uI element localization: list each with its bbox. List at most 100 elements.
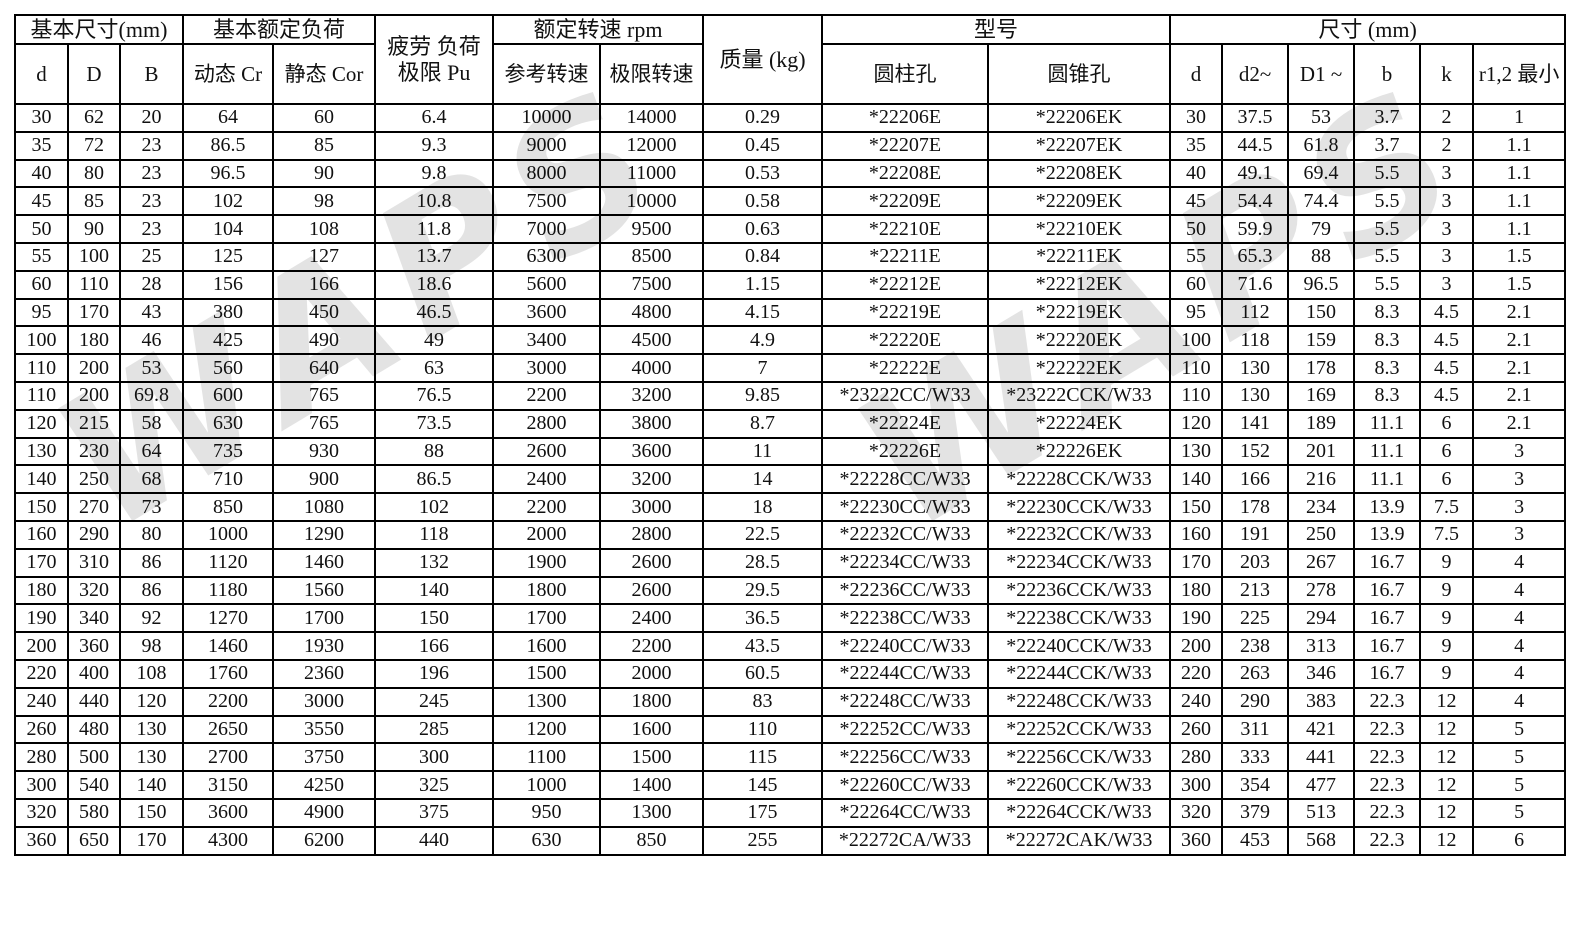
table-cell: 4000 xyxy=(599,353,705,383)
table-cell: 3600 xyxy=(599,436,705,467)
table-cell: 1460 xyxy=(182,631,274,661)
table-cell: 13.9 xyxy=(1353,519,1422,550)
table-cell: 440 xyxy=(67,686,121,717)
table-cell: *22244CCK/W33 xyxy=(987,658,1172,689)
table-cell: 650 xyxy=(67,825,121,856)
table-cell: *23222CCK/W33 xyxy=(987,380,1172,411)
table-cell: 120 xyxy=(119,686,184,717)
table-cell: 1900 xyxy=(492,547,602,578)
table-cell: 28 xyxy=(119,269,184,300)
table-cell: 8.3 xyxy=(1353,353,1422,383)
table-cell: 4 xyxy=(1472,686,1567,717)
table-cell: 178 xyxy=(1221,492,1290,522)
table-cell: 201 xyxy=(1287,436,1356,467)
table-cell: 1100 xyxy=(492,742,602,773)
table-cell: 3400 xyxy=(492,325,602,356)
table-cell: 118 xyxy=(1221,325,1290,356)
table-cell: 85 xyxy=(67,186,121,217)
table-cell: 43.5 xyxy=(702,631,824,661)
table-cell: 22.3 xyxy=(1353,825,1422,856)
table-cell: 46.5 xyxy=(374,297,495,328)
table-cell: 3.7 xyxy=(1353,103,1422,133)
table-cell: 90 xyxy=(67,214,121,244)
table-row: 320 580 150 3600 4900 375 950 1300 175 *22264CC/W… xyxy=(14,797,1567,828)
table-cell: 1800 xyxy=(492,575,602,606)
table-cell: 10000 xyxy=(599,186,705,217)
table-cell: 1760 xyxy=(182,658,274,689)
table-cell: 0.84 xyxy=(702,241,824,272)
table-cell: 100 xyxy=(1169,325,1224,356)
table-cell: *22224EK xyxy=(987,408,1172,439)
table-cell: *22234CCK/W33 xyxy=(987,547,1172,578)
table-cell: 60.5 xyxy=(702,658,824,689)
table-cell: *22272CAK/W33 xyxy=(987,825,1172,856)
table-cell: 6200 xyxy=(271,825,377,856)
table-cell: 11 xyxy=(702,436,824,467)
table-row: 30 62 20 64 60 6.4 10000 14000 0.29 *22206E *22206… xyxy=(14,103,1567,133)
table-row: 220 400 108 1760 2360 196 1500 2000 60.5 *22244CC… xyxy=(14,658,1567,689)
table-cell: *22222EK xyxy=(987,353,1172,383)
table-cell: 4.5 xyxy=(1419,325,1475,356)
table-cell: *22206E xyxy=(821,103,990,133)
table-header: 基本尺寸(mm) 基本额定负荷 疲劳 负荷 极限 Pu 额定转速 rpm 质量 … xyxy=(14,14,1567,105)
header-basic-dimensions: 基本尺寸(mm) xyxy=(14,14,184,45)
header-col-limit-speed: 极限转速 xyxy=(599,43,705,105)
table-row: 120 215 58 630 765 73.5 2800 3800 8.7 *22224E *222… xyxy=(14,408,1567,439)
table-cell: 5600 xyxy=(492,269,602,300)
table-cell: 130 xyxy=(119,714,184,745)
table-cell: 98 xyxy=(119,631,184,661)
table-cell: 1560 xyxy=(271,575,377,606)
header-col-static-cor: 静态 Cor xyxy=(271,43,377,105)
table-cell: *22256CC/W33 xyxy=(821,742,990,773)
table-row: 55 100 25 125 127 13.7 6300 8500 0.84 *22211E *222… xyxy=(14,241,1567,272)
table-cell: 4.5 xyxy=(1419,297,1475,328)
table-cell: 73.5 xyxy=(374,408,495,439)
table-cell: *22232CCK/W33 xyxy=(987,519,1172,550)
table-cell: 29.5 xyxy=(702,575,824,606)
table-cell: 16.7 xyxy=(1353,603,1422,634)
table-cell: 1.1 xyxy=(1472,214,1567,244)
table-cell: *22219E xyxy=(821,297,990,328)
table-cell: 69.8 xyxy=(119,380,184,411)
table-cell: 30 xyxy=(14,103,69,133)
table-cell: 500 xyxy=(67,742,121,773)
table-cell: *22209EK xyxy=(987,186,1172,217)
table-cell: 3 xyxy=(1472,519,1567,550)
header-col-d: d xyxy=(14,43,69,105)
table-cell: 3.7 xyxy=(1353,130,1422,161)
table-cell: 280 xyxy=(1169,742,1224,773)
table-cell: 4 xyxy=(1472,603,1567,634)
table-cell: 568 xyxy=(1287,825,1356,856)
table-cell: 85 xyxy=(271,130,377,161)
table-cell: 189 xyxy=(1287,408,1356,439)
table-cell: 0.58 xyxy=(702,186,824,217)
table-cell: 100 xyxy=(67,241,121,272)
table-cell: 203 xyxy=(1221,547,1290,578)
table-cell: 104 xyxy=(182,214,274,244)
table-cell: 96.5 xyxy=(182,158,274,189)
table-cell: 7.5 xyxy=(1419,519,1475,550)
table-cell: 765 xyxy=(271,380,377,411)
table-cell: 178 xyxy=(1287,353,1356,383)
table-cell: 11.1 xyxy=(1353,436,1422,467)
table-cell: 4.9 xyxy=(702,325,824,356)
table-cell: 1000 xyxy=(492,770,602,800)
table-cell: 127 xyxy=(271,241,377,272)
table-cell: *22220EK xyxy=(987,325,1172,356)
table-cell: 0.29 xyxy=(702,103,824,133)
table-cell: 72 xyxy=(67,130,121,161)
table-cell: 141 xyxy=(1221,408,1290,439)
table-row: 300 540 140 3150 4250 325 1000 1400 145 *22260CC/… xyxy=(14,770,1567,800)
table-row: 130 230 64 735 930 88 2600 3600 11 *22226E *22226E… xyxy=(14,436,1567,467)
table-cell: 150 xyxy=(374,603,495,634)
table-cell: 96.5 xyxy=(1287,269,1356,300)
table-cell: 130 xyxy=(14,436,69,467)
table-cell: 60 xyxy=(1169,269,1224,300)
table-cell: 1300 xyxy=(492,686,602,717)
table-cell: 6.4 xyxy=(374,103,495,133)
table-cell: *22210E xyxy=(821,214,990,244)
header-fatigue-limit: 疲劳 负荷 极限 Pu xyxy=(374,14,495,105)
table-cell: 1600 xyxy=(492,631,602,661)
table-cell: *22207EK xyxy=(987,130,1172,161)
table-cell: 383 xyxy=(1287,686,1356,717)
